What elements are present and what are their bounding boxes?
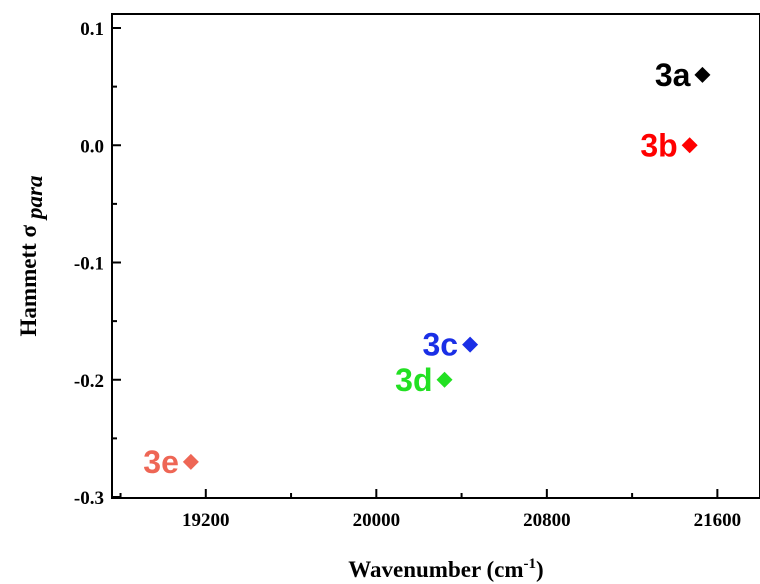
point-label-3c: 3c <box>423 327 459 363</box>
data-point-3d <box>436 371 453 388</box>
point-label-3e: 3e <box>143 444 179 480</box>
plot-frame <box>111 13 760 499</box>
y-axis-title-subscript: para <box>22 176 47 221</box>
x-axis-title-superscript: -1 <box>524 556 537 572</box>
point-label-3d: 3d <box>395 362 432 398</box>
data-point-3b <box>681 137 698 154</box>
x-axis-title-close: ) <box>536 557 544 582</box>
y-tick-label: -0.1 <box>74 254 104 275</box>
y-tick-label: 0.1 <box>80 19 104 40</box>
point-label-3a: 3a <box>655 57 691 93</box>
x-tick-label: 20000 <box>353 510 401 531</box>
x-tick-label: 19200 <box>182 510 230 531</box>
data-point-3c <box>462 336 479 353</box>
x-tick-label: 21600 <box>694 510 742 531</box>
x-axis-title-text: Wavenumber (cm <box>348 557 523 582</box>
x-axis: 19200 20000 20800 21600 <box>119 489 742 531</box>
data-point-3a <box>694 66 711 83</box>
y-tick-label: -0.2 <box>74 371 104 392</box>
data-point-3e <box>182 453 199 470</box>
y-axis-title-text: Hammett σ <box>16 224 41 336</box>
y-tick-label: 0.0 <box>80 136 104 157</box>
y-axis: -0.3 -0.2 -0.1 0.0 0.1 <box>74 19 121 509</box>
y-tick-label: -0.3 <box>74 488 104 509</box>
x-axis-title: Wavenumber (cm-1) <box>348 556 543 582</box>
y-axis-title: Hammett σ para <box>16 176 47 337</box>
x-tick-label: 20800 <box>523 510 571 531</box>
point-label-3b: 3b <box>640 127 677 163</box>
